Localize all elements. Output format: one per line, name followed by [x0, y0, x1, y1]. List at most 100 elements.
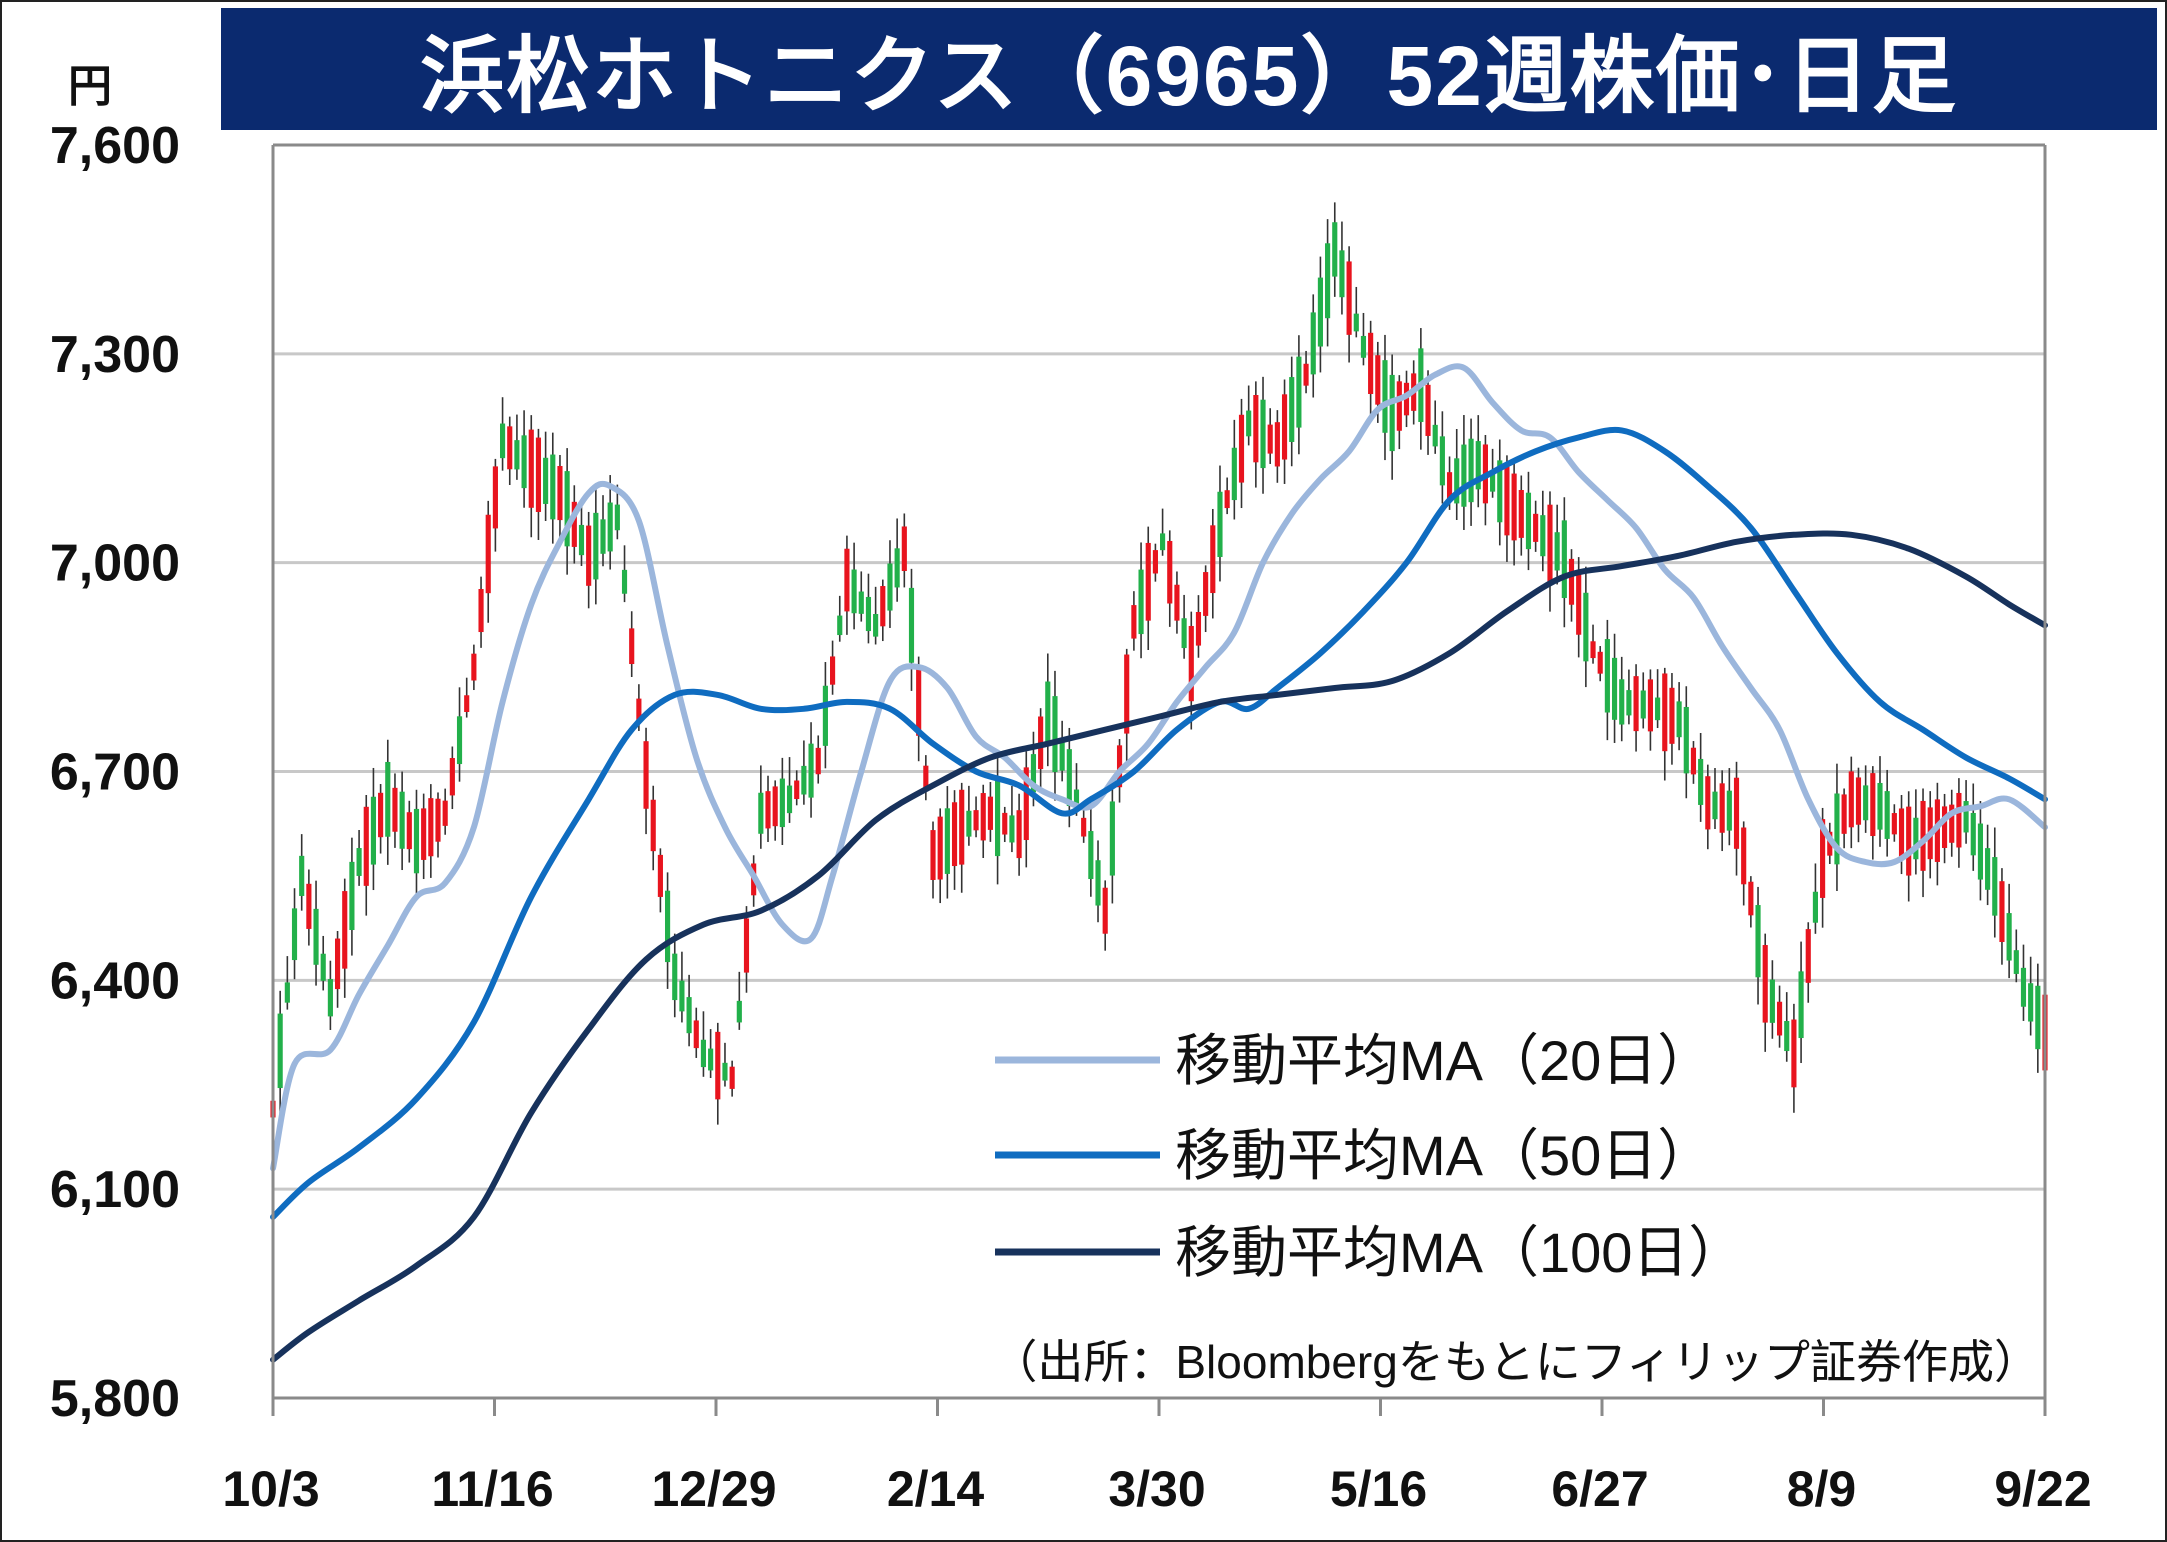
candle-body — [607, 502, 613, 552]
candle-body — [1719, 783, 1725, 833]
title-bar: 浜松ホトニクス（6965）52週株価･日足 — [221, 8, 2157, 130]
candle-body — [1755, 905, 1761, 978]
candle-body — [1970, 812, 1976, 856]
candle-body — [1690, 747, 1697, 775]
candle-body — [765, 791, 771, 829]
y-tick-label: 5,800 — [50, 1370, 180, 1428]
candle-body — [1626, 690, 1632, 716]
legend-item-ma20: 移動平均MA（20日） — [1175, 1029, 1713, 1092]
candle-body — [406, 812, 412, 850]
candle-body — [1360, 335, 1367, 358]
candle-body — [779, 778, 785, 828]
candle-body — [1604, 639, 1610, 713]
candle-body — [2006, 913, 2012, 961]
candle-body — [2028, 983, 2034, 1022]
candle-body — [1504, 464, 1510, 536]
candle-body — [1518, 489, 1524, 538]
candle-body — [1834, 793, 1840, 865]
candle-body — [1052, 696, 1058, 773]
candle-body — [521, 435, 527, 489]
candle-body — [327, 979, 333, 1017]
candle-body — [1576, 574, 1582, 635]
candle-body — [1332, 222, 1338, 277]
candle-body — [743, 918, 750, 973]
candle-body — [557, 466, 563, 521]
candle-body — [1748, 881, 1754, 916]
candle-body — [1425, 384, 1431, 436]
candle-body — [1102, 887, 1108, 934]
candle-body — [1784, 1020, 1790, 1052]
candle-body — [944, 808, 950, 874]
y-tick-label: 6,700 — [50, 744, 180, 802]
candle-body — [1820, 819, 1826, 898]
candle-body — [1776, 1001, 1783, 1036]
candle-body — [586, 525, 592, 586]
candle-body — [1497, 460, 1503, 523]
candle-body — [1174, 584, 1180, 621]
candle-body — [564, 471, 570, 547]
candle-body — [772, 786, 778, 827]
candle-body — [700, 1039, 707, 1068]
candle-body — [865, 596, 872, 632]
candle-body — [1116, 745, 1123, 788]
candle-body — [421, 808, 427, 860]
candle-body — [1002, 812, 1008, 835]
candle-body — [621, 569, 628, 594]
candle-body — [1231, 447, 1237, 501]
candle-layer — [270, 202, 2048, 1125]
candle-body — [1368, 332, 1374, 395]
candle-body — [363, 806, 369, 886]
candle-body — [1511, 473, 1517, 541]
candle-body — [1841, 794, 1847, 834]
candle-body — [1346, 261, 1352, 335]
candle-body — [1898, 808, 1905, 857]
candle-body — [1073, 789, 1080, 810]
candle-body — [1260, 399, 1266, 469]
candle-body — [987, 796, 993, 830]
candle-body — [1160, 533, 1166, 551]
candle-body — [1066, 749, 1072, 807]
candle-body — [1705, 776, 1711, 830]
candle-body — [550, 454, 556, 520]
candle-body — [1382, 360, 1388, 433]
candle-body — [2013, 950, 2019, 974]
candle-body — [356, 848, 362, 876]
candle-body — [1741, 827, 1747, 885]
candle-body — [449, 758, 455, 796]
candle-body — [1317, 277, 1323, 347]
candle-body — [837, 615, 843, 636]
candle-body — [665, 890, 671, 963]
candle-body — [1540, 515, 1546, 557]
x-tick-label: 6/27 — [1551, 1461, 1648, 1517]
candle-body — [786, 785, 793, 814]
candle-body — [808, 743, 814, 798]
candle-body — [1655, 697, 1661, 721]
candle-body — [392, 787, 398, 832]
candle-body — [385, 761, 391, 837]
candle-body — [801, 765, 807, 795]
y-tick-label: 7,000 — [50, 535, 180, 593]
candle-body — [1188, 625, 1194, 702]
candle-body — [1375, 355, 1381, 405]
candle-body — [657, 854, 663, 897]
candle-body — [1339, 250, 1345, 298]
candle-body — [1920, 800, 1926, 871]
candle-body — [930, 830, 936, 880]
candle-body — [1812, 891, 1819, 923]
candle-body — [901, 526, 907, 572]
x-tick-label: 8/9 — [1787, 1461, 1857, 1517]
legend-item-ma50: 移動平均MA（50日） — [1175, 1124, 1713, 1187]
candle-body — [959, 789, 965, 865]
candle-body — [1906, 806, 1912, 876]
candle-body — [485, 514, 491, 594]
candle-body — [1490, 473, 1496, 492]
candle-body — [313, 908, 319, 965]
candle-body — [1475, 441, 1481, 490]
candle-body — [456, 716, 463, 765]
candle-body — [1439, 436, 1445, 486]
candle-body — [1640, 690, 1646, 719]
candle-body — [858, 591, 864, 614]
candle-body — [916, 667, 922, 736]
candle-body — [980, 793, 986, 841]
candle-body — [1956, 792, 1962, 848]
